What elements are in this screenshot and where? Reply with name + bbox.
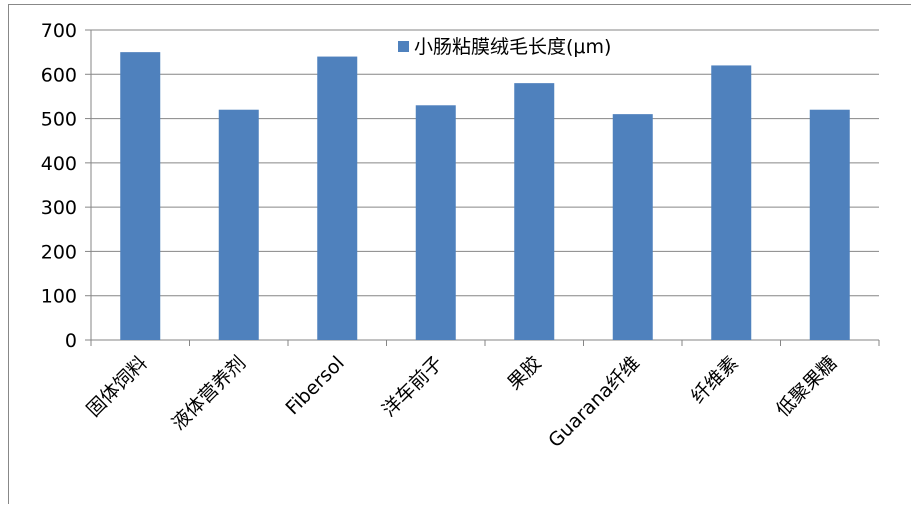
legend-label: 小肠粘膜绒毛长度(μm) — [414, 36, 611, 58]
bar — [514, 83, 555, 341]
y-tick-label: 0 — [65, 330, 77, 352]
bar — [317, 56, 358, 340]
y-tick-label: 600 — [41, 64, 77, 86]
x-tick-label: 液体营养剂 — [168, 352, 251, 435]
x-tick-label: 纤维素 — [687, 352, 743, 408]
x-tick-label: Guarana纤维 — [544, 352, 644, 452]
bar — [120, 52, 161, 341]
bar — [218, 109, 259, 340]
y-tick-label: 300 — [41, 197, 77, 219]
y-tick-label: 500 — [41, 109, 77, 131]
x-tick-label: 果胶 — [503, 352, 545, 394]
x-tick-label: Fibersol — [281, 352, 348, 419]
bar — [415, 105, 456, 341]
y-tick-label: 200 — [41, 241, 77, 263]
x-tick-label: 洋车前子 — [378, 352, 447, 421]
x-tick-label: 低聚果糖 — [772, 352, 841, 421]
legend: 小肠粘膜绒毛长度(μm) — [398, 36, 611, 58]
x-tick-label: 固体饲料 — [82, 352, 151, 421]
chart-frame — [8, 4, 911, 504]
bar — [711, 65, 752, 340]
y-tick-labels: 0 100 200 300 400 500 600 700 — [41, 20, 77, 352]
bar — [612, 114, 653, 341]
bars — [120, 52, 850, 341]
y-tick-label: 400 — [41, 153, 77, 175]
bar — [809, 109, 850, 340]
y-tick-label: 100 — [41, 286, 77, 308]
gridlines — [85, 29, 880, 346]
y-tick-label: 700 — [41, 20, 77, 42]
legend-swatch — [398, 41, 409, 52]
